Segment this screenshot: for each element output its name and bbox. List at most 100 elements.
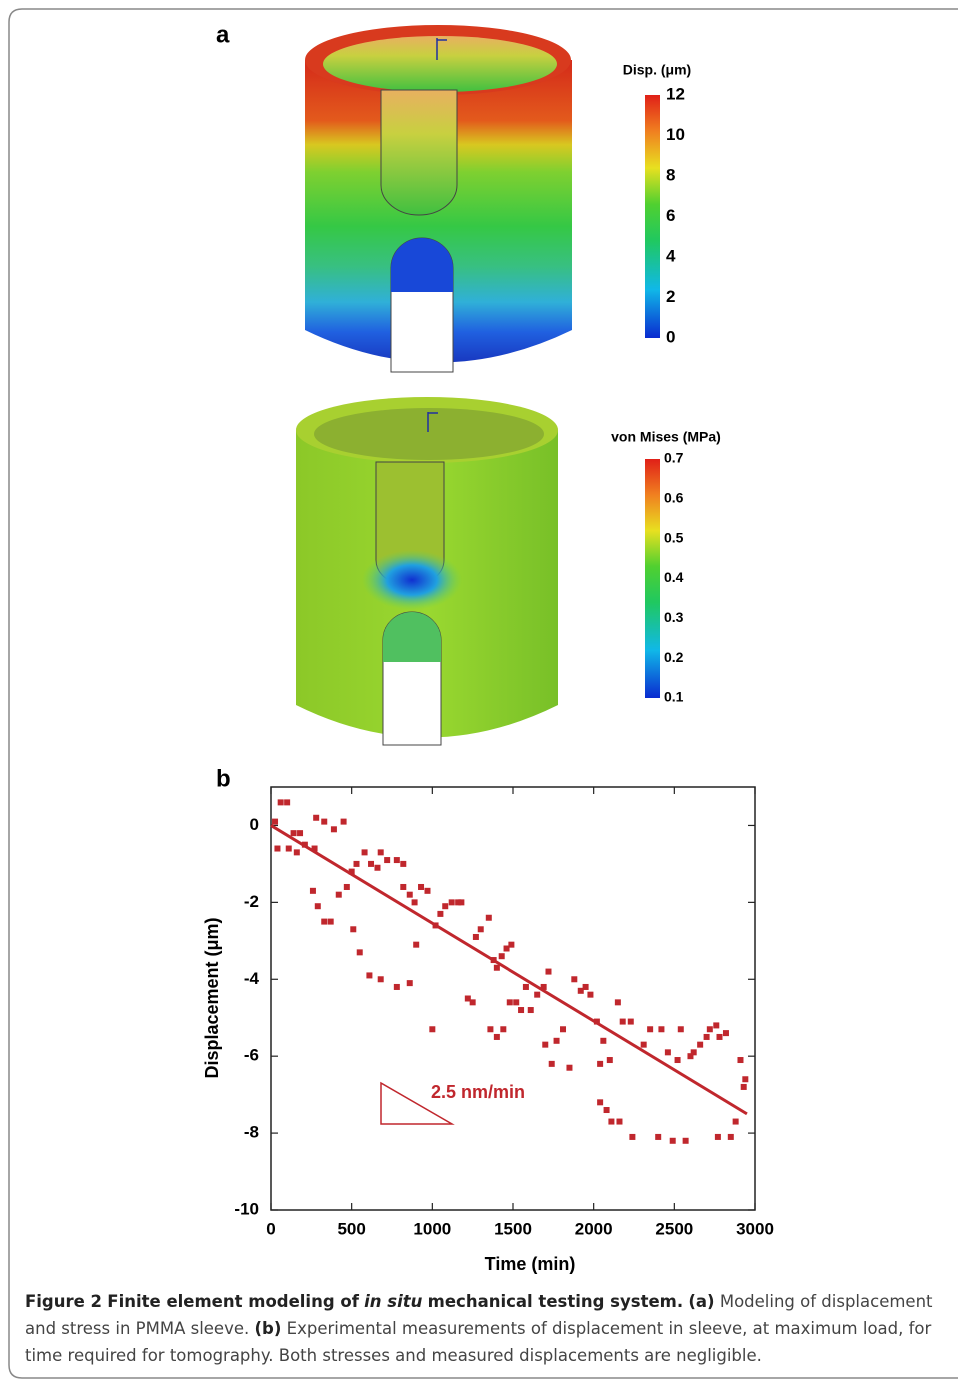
point	[366, 972, 373, 979]
point	[493, 964, 500, 971]
point	[361, 849, 368, 856]
point	[553, 1037, 560, 1044]
x-tick-label: 500	[337, 1219, 365, 1238]
caption: Figure 2 Finite element modeling of in s…	[25, 1288, 945, 1369]
point	[393, 983, 400, 990]
point	[272, 818, 279, 825]
point	[311, 845, 318, 852]
point	[327, 918, 334, 925]
colorbar-tick-label: 2	[666, 287, 675, 306]
point	[356, 949, 363, 956]
point	[527, 1007, 534, 1014]
caption-title-italic: in situ	[364, 1292, 423, 1311]
point	[655, 1133, 662, 1140]
colorbar-tick-label: 0.7	[664, 450, 684, 466]
point	[603, 1107, 610, 1114]
point	[677, 1026, 684, 1033]
colorbar-tick-label: 4	[666, 246, 676, 265]
point	[429, 1026, 436, 1033]
point	[340, 818, 347, 825]
point	[384, 857, 391, 864]
point	[411, 899, 418, 906]
point	[640, 1041, 647, 1048]
point	[309, 887, 316, 894]
point	[687, 1053, 694, 1060]
point	[674, 1057, 681, 1064]
point	[406, 980, 413, 987]
point	[566, 1064, 573, 1071]
x-tick-label: 1000	[413, 1219, 451, 1238]
point	[464, 995, 471, 1002]
panel-label: a	[216, 21, 230, 48]
point	[277, 799, 284, 806]
point	[313, 814, 320, 821]
y-tick-label: -4	[244, 969, 260, 988]
point	[697, 1041, 704, 1048]
point	[442, 903, 449, 910]
point	[571, 976, 578, 983]
point	[669, 1137, 676, 1144]
x-tick-label: 2000	[575, 1219, 613, 1238]
point	[448, 899, 455, 906]
fit-line	[270, 824, 748, 1116]
point	[742, 1076, 749, 1083]
point	[548, 1060, 555, 1067]
colorbar-tick-label: 0.5	[664, 529, 684, 545]
point	[458, 899, 465, 906]
x-tick-label: 1500	[494, 1219, 532, 1238]
point	[424, 887, 431, 894]
point	[469, 999, 476, 1006]
colorbar-tick-label: 0.1	[664, 689, 684, 705]
point	[321, 918, 328, 925]
point	[477, 926, 484, 933]
caption-title: mechanical testing system.	[427, 1292, 684, 1311]
point	[472, 933, 479, 940]
point	[297, 830, 304, 837]
point	[682, 1137, 689, 1144]
point	[732, 1118, 739, 1125]
colorbar-tick-label: 10	[666, 125, 685, 144]
point	[508, 941, 515, 948]
point	[455, 899, 462, 906]
point	[285, 845, 292, 852]
point	[400, 883, 407, 890]
colorbar	[645, 459, 660, 698]
annotation: 2.5 nm/min	[431, 1082, 525, 1102]
caption-title: Finite element modeling of	[107, 1292, 359, 1311]
caption-text: Experimental measurements of displacemen…	[25, 1319, 932, 1365]
caption-text: Modeling of displacement and stress in P…	[25, 1292, 933, 1338]
point	[374, 864, 381, 871]
point	[737, 1057, 744, 1064]
point	[597, 1060, 604, 1067]
colorbar-title: Disp. (μm)	[623, 62, 691, 78]
point	[600, 1037, 607, 1044]
y-tick-label: -8	[244, 1123, 259, 1142]
point	[406, 891, 413, 898]
colorbar-tick-label: 0.4	[664, 569, 684, 585]
panel-label: b	[216, 765, 231, 792]
point	[518, 1007, 525, 1014]
point	[368, 860, 375, 867]
point	[503, 945, 510, 952]
point	[418, 883, 425, 890]
point	[706, 1026, 713, 1033]
cylinder-displacement	[305, 25, 572, 373]
point	[714, 1133, 721, 1140]
point	[658, 1026, 665, 1033]
point	[487, 1026, 494, 1033]
point	[437, 910, 444, 917]
point	[597, 1099, 604, 1106]
point	[314, 903, 321, 910]
point	[608, 1118, 615, 1125]
x-tick-label: 0	[266, 1219, 275, 1238]
point	[722, 1030, 729, 1037]
x-axis-label: Time (min)	[485, 1254, 576, 1274]
x-tick-label: 2500	[655, 1219, 693, 1238]
point	[353, 860, 360, 867]
point	[498, 953, 505, 960]
point	[393, 857, 400, 864]
colorbar-tick-label: 0.6	[664, 490, 684, 506]
point	[647, 1026, 654, 1033]
caption-figure: Figure 2	[25, 1292, 103, 1311]
